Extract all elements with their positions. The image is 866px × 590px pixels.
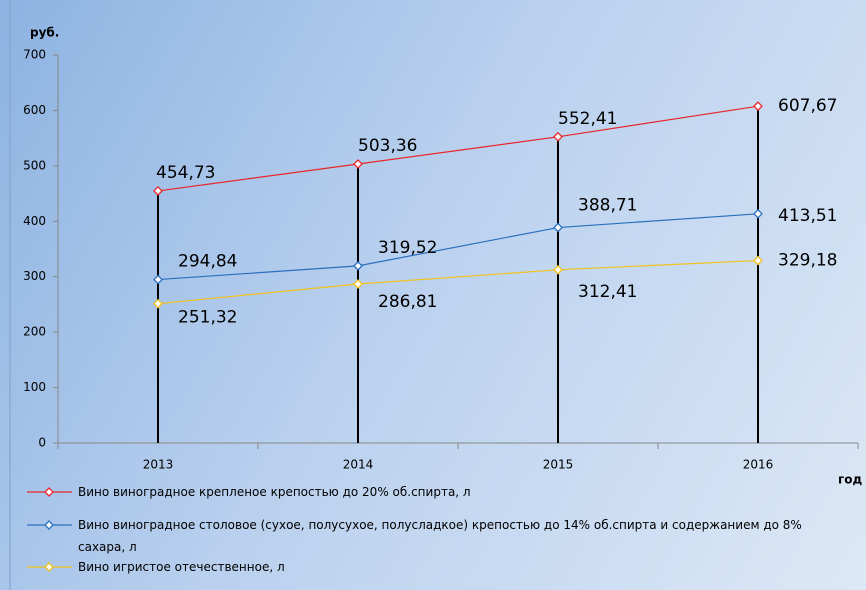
y-tick-label: 100	[23, 380, 46, 394]
value-label: 388,71	[578, 196, 637, 216]
y-tick-label: 0	[38, 436, 46, 450]
value-label: 607,67	[778, 96, 837, 116]
x-tick-label: 2015	[543, 458, 574, 472]
value-label: 294,84	[178, 252, 237, 272]
series-line	[157, 259, 759, 305]
marker	[553, 222, 563, 233]
legend-marker	[44, 562, 54, 572]
y-tick-label: 300	[23, 269, 46, 283]
y-tick-label: 400	[23, 214, 46, 228]
value-label: 286,81	[378, 292, 437, 312]
marker	[353, 260, 363, 271]
legend-entry: Вино игристое отечественное, л	[78, 560, 285, 574]
marker	[753, 101, 763, 112]
series-line	[157, 105, 759, 192]
marker	[553, 131, 563, 142]
marker	[753, 208, 763, 219]
value-label: 312,41	[578, 282, 637, 302]
marker	[353, 159, 363, 169]
value-label: 413,51	[778, 206, 837, 226]
x-tick-label: 2016	[743, 458, 774, 472]
legend-entry: Вино виноградное крепленое крепостью до …	[78, 485, 471, 499]
marker	[753, 255, 763, 266]
value-label: 552,41	[558, 109, 617, 129]
x-tick-label: 2013	[143, 458, 174, 472]
marker	[153, 298, 163, 309]
series-line	[157, 213, 759, 281]
value-label: 251,32	[178, 308, 237, 328]
legend-marker	[44, 520, 54, 530]
y-tick-label: 200	[23, 325, 46, 339]
value-label: 329,18	[778, 251, 837, 271]
y-tick-label: 500	[23, 158, 46, 172]
legend-entry: Вино виноградное столовое (сухое, полусу…	[78, 518, 802, 554]
marker	[153, 274, 163, 285]
y-tick-label: 700	[23, 48, 46, 62]
value-label: 503,36	[358, 136, 417, 156]
value-label: 319,52	[378, 238, 437, 258]
x-axis-label: год	[838, 473, 863, 487]
y-axis-label: руб.	[30, 26, 59, 40]
marker	[153, 186, 163, 196]
value-label: 454,73	[156, 163, 215, 183]
y-tick-label: 600	[23, 103, 46, 117]
marker	[353, 279, 363, 289]
x-tick-label: 2014	[343, 458, 374, 472]
legend-marker	[44, 487, 54, 497]
marker	[553, 264, 563, 275]
